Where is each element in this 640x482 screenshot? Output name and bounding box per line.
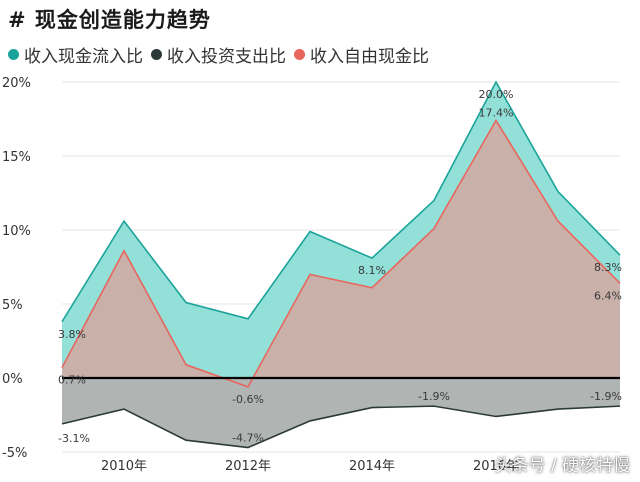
data-label: 20.0% [479, 88, 514, 101]
legend-dot-inflow [8, 49, 19, 60]
legend-label-invest: 收入投资支出比 [167, 47, 286, 67]
legend-label-inflow: 收入现金流入比 [24, 47, 143, 67]
y-tick-label: -5% [2, 446, 27, 461]
series-line-0 [61, 80, 621, 323]
legend-item-free[interactable]: 收入自由现金比 [294, 42, 429, 67]
watermark: 头条号 / 硬核特慢 [494, 456, 630, 476]
data-label: 6.4% [594, 289, 622, 302]
legend-dot-free [294, 49, 305, 60]
y-tick-label: 20% [2, 76, 31, 91]
area-2 [62, 120, 620, 387]
legend-label-free: 收入自由现金比 [310, 47, 429, 67]
legend-item-invest[interactable]: 收入投资支出比 [151, 42, 286, 67]
data-label: -1.9% [590, 390, 622, 403]
data-label: -0.6% [232, 393, 264, 406]
data-label: 0.7% [58, 374, 86, 387]
series-line-1 [61, 405, 621, 449]
x-tick-label: 2014年 [349, 459, 395, 474]
legend-dot-invest [151, 49, 162, 60]
chart-title: # 现金创造能力趋势 [8, 8, 211, 32]
series-line-2 [61, 118, 621, 388]
data-label: -1.9% [418, 390, 450, 403]
y-tick-label: 10% [2, 224, 31, 239]
x-tick-label: 2016年 [473, 459, 519, 474]
data-label: -3.1% [58, 432, 90, 445]
data-label: 8.3% [594, 261, 622, 274]
data-label: 17.4% [479, 106, 514, 119]
y-tick-label: 5% [2, 298, 23, 313]
data-label: 8.1% [358, 264, 386, 277]
area-1 [62, 378, 620, 448]
data-label: -4.7% [232, 432, 264, 445]
legend-item-inflow[interactable]: 收入现金流入比 [8, 42, 143, 67]
data-label: 3.8% [58, 328, 86, 341]
x-tick-label: 2012年 [225, 459, 271, 474]
x-tick-label: 2010年 [101, 459, 147, 474]
chart-legend: 收入现金流入比 收入投资支出比 收入自由现金比 [8, 42, 429, 67]
y-tick-label: 15% [2, 150, 31, 165]
y-tick-label: 0% [2, 372, 23, 387]
